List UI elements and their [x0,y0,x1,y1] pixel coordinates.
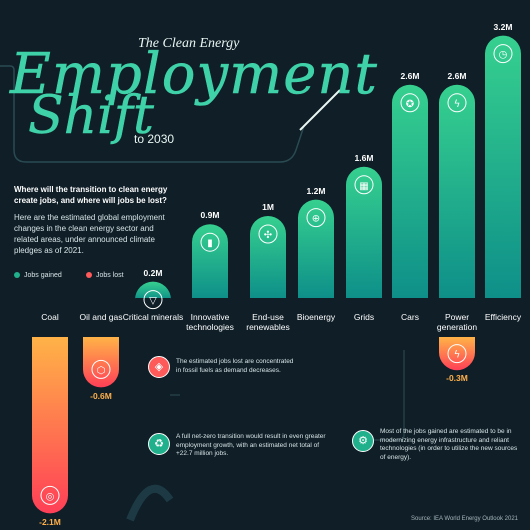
clock-icon: ◷ [499,50,508,61]
category-label-end-use-renewables: End-use renewables [246,312,290,332]
car-wheel-icon: ✪ [406,99,414,110]
bar-power-generation [439,84,475,298]
legend-lost-label: Jobs lost [96,272,124,279]
note-lost-icon: ◈ [148,356,170,378]
lightning-icon: ϟ [454,350,461,361]
icon-power-generation-ring [447,93,467,113]
note-lost: The estimated jobs lost are concentrated… [176,358,294,374]
icon-end-use-renewables-ring [258,224,278,244]
note-gained: Most of the jobs gained are estimated to… [380,428,518,461]
grid-icon: ▦ [359,181,368,192]
bar-oil-and-gas [83,337,119,388]
icon-coal-ring [40,485,60,505]
value-label-power-generation-lost: -0.3M [446,373,468,384]
value-label-critical-minerals: 0.2M [143,267,163,278]
icon-innovative-technologies-ring [200,232,220,252]
intro-question: Where will the transition to clean energ… [14,185,168,205]
value-label-power-generation: 2.6M [447,70,467,81]
battery-icon: ▮ [207,238,213,249]
icon-efficiency-ring [493,44,513,64]
bar-power-generation-lost [439,337,475,371]
value-label-cars: 2.6M [400,70,420,81]
bar-innovative-technologies [192,224,228,298]
icon-bioenergy-ring [306,208,326,228]
note-net-icon: ♻ [148,433,170,455]
legend-lost-swatch [86,272,92,279]
bar-end-use-renewables [250,216,286,298]
category-label-innovative-technologies: Innovative technologies [186,312,234,332]
icon-critical-minerals-ring [143,290,163,310]
subtitle-bottom: to 2030 [134,132,175,146]
intro-description: Here are the estimated global employment… [14,213,165,255]
legend-lost: Jobs lost [86,272,124,279]
legend-gained-label: Jobs gained [24,272,62,279]
category-label-power-generation: Power generation [436,312,478,332]
bar-coal [32,337,68,514]
title-line-2: Shift [28,86,154,147]
category-label-efficiency: Efficiency [484,312,522,322]
value-label-innovative-technologies: 0.9M [200,210,220,221]
category-label-coal: Coal [41,312,59,322]
windmill-icon: ✣ [264,230,272,241]
category-label-cars: Cars [401,312,419,322]
note-net: A full net-zero transition would result … [176,433,326,457]
subtitle-top: The Clean Energy [138,36,240,51]
icon-power-generation-lost-ring [447,344,467,364]
bar-bioenergy [298,199,334,298]
icon-oil-and-gas-ring [91,359,111,379]
category-label-grids: Grids [353,312,375,322]
icon-cars-ring [400,93,420,113]
bar-efficiency [485,35,521,298]
bar-cars [392,84,428,298]
minerals-icon: ▽ [149,296,157,307]
bioenergy-icon: ⊕ [312,214,320,225]
icon-grids-ring [354,175,374,195]
value-label-oil-and-gas: -0.6M [90,391,112,402]
legend-gained: Jobs gained [14,272,62,279]
value-label-grids: 1.6M [354,152,374,163]
oil-drop-icon: ⬡ [97,365,106,376]
lightning-icon: ϟ [454,99,461,110]
note-gained-icon: ⚙ [352,430,374,452]
bar-grids [346,166,382,298]
value-label-coal: -2.1M [39,517,61,528]
category-label-oil-and-gas: Oil and gas [79,312,123,322]
value-label-end-use-renewables: 1M [262,202,274,212]
title-line-1: Employment [10,42,378,108]
category-label-bioenergy: Bioenergy [296,312,336,322]
coal-icon: ◎ [46,491,55,502]
value-label-bioenergy: 1.2M [306,185,326,196]
legend-gained-swatch [14,272,20,279]
source-note: Source: IEA World Energy Outlook 2021 [411,516,518,522]
category-label-critical-minerals: Critical minerals [122,312,184,322]
value-label-efficiency: 3.2M [493,21,513,32]
